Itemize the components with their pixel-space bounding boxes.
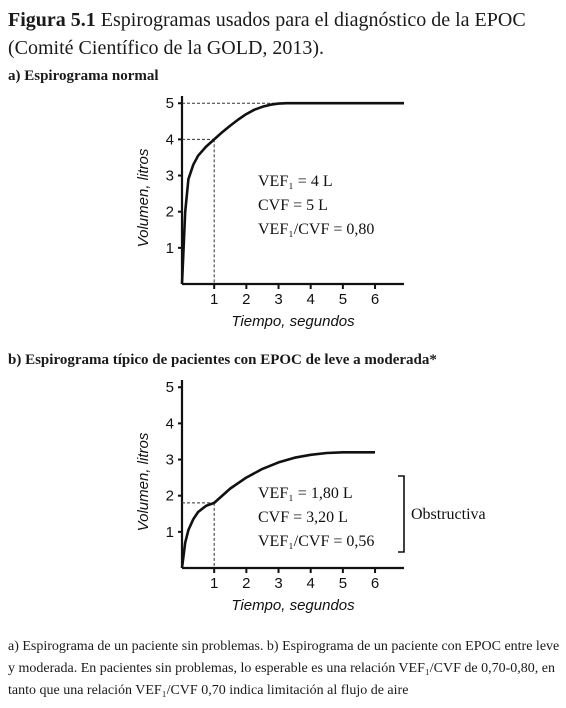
panel-a-label: a) Espirograma normal [8,68,159,84]
y-tick-label: 4 [166,131,174,148]
x-tick-label: 6 [371,575,379,592]
x-tick-label: 1 [210,575,218,592]
bracket-mark [398,475,405,553]
spirogram-curve [180,101,404,285]
figure-caption: Figura 5.1 Espirogramas usados para el d… [8,6,560,62]
spirogram-curve [180,451,375,569]
y-tick-label: 2 [166,488,174,505]
panel-b-label: b) Espirograma típico de pacientes con E… [8,352,437,368]
x-tick-label: 4 [307,291,315,308]
y-tick-label: 1 [166,524,174,541]
y-axis-title: Volumen, litros [135,148,152,247]
y-axis-title: Volumen, litros [135,432,152,531]
annotation-text: VEF₁ = 4 L [258,173,333,190]
chart-panel-a: 1 2 3 4 5 1 2 3 4 5 6 Tiempo, segundos Volumen, litr… [135,95,404,330]
x-axis-title: Tiempo, segundos [231,597,355,614]
x-tick-label: 2 [242,291,250,308]
chart-panel-b: 1 2 3 4 5 1 2 3 4 5 6 Tiempo, segundos Volumen, litr… [135,379,486,614]
x-tick-label: 5 [339,575,347,592]
bracket-label: Obstructiva [411,506,486,523]
figure-title: Espirogramas usados para el diagnóstico … [8,9,526,59]
annotation-text: VEF₁/CVF = 0,56 [258,533,374,550]
y-tick-label: 5 [166,379,174,396]
y-tick-label: 5 [166,95,174,112]
x-tick-label: 1 [210,291,218,308]
x-axis-title: Tiempo, segundos [231,313,355,330]
annotation-text: VEF₁ = 1,80 L [258,485,353,502]
x-tick-label: 6 [371,291,379,308]
annotation-text: CVF = 5 L [258,197,328,214]
annotation-text: VEF₁/CVF = 0,80 [258,221,374,238]
x-tick-label: 5 [339,291,347,308]
figure-footnote: a) Espirograma de un paciente sin proble… [8,639,560,698]
y-tick-label: 1 [166,240,174,257]
x-tick-label: 3 [274,575,282,592]
annotation-text: CVF = 3,20 L [258,509,348,526]
x-tick-label: 2 [242,575,250,592]
x-tick-label: 3 [274,291,282,308]
y-tick-label: 4 [166,415,174,432]
y-tick-label: 3 [166,452,174,469]
y-tick-label: 2 [166,204,174,221]
y-tick-label: 3 [166,168,174,185]
figure-label: Figura 5.1 [8,9,96,31]
x-tick-label: 4 [307,575,315,592]
